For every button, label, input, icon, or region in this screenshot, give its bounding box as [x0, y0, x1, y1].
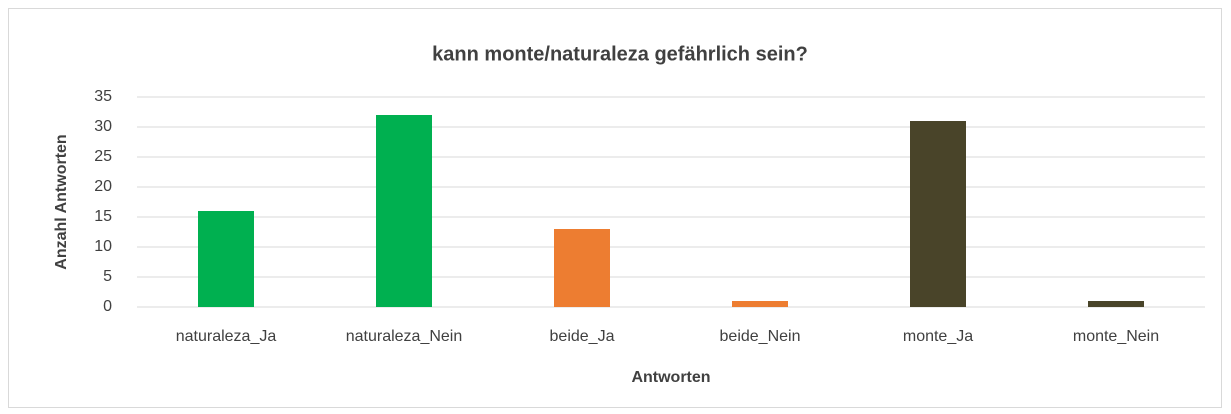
bar [198, 211, 254, 307]
y-axis-label: Anzahl Antworten [53, 134, 70, 269]
y-tick-label: 15 [94, 208, 112, 225]
y-tick-label: 35 [94, 88, 112, 105]
x-axis-label: Antworten [631, 369, 710, 386]
y-tick-label: 0 [103, 298, 112, 315]
x-tick-label: beide_Ja [550, 328, 615, 345]
bar [732, 301, 788, 307]
chart-border [8, 8, 1222, 408]
y-tick-label: 30 [94, 118, 112, 135]
x-tick-label: beide_Nein [720, 328, 801, 345]
bar [910, 121, 966, 307]
x-tick-label: monte_Ja [903, 328, 973, 345]
y-tick-label: 20 [94, 178, 112, 195]
y-tick-label: 25 [94, 148, 112, 165]
chart-title: kann monte/naturaleza gefährlich sein? [432, 43, 808, 65]
y-tick-label: 10 [94, 238, 112, 255]
x-tick-label: monte_Nein [1073, 328, 1159, 345]
bar [554, 229, 610, 307]
bar [376, 115, 432, 307]
x-tick-label: naturaleza_Ja [176, 328, 277, 345]
y-tick-label: 5 [103, 268, 112, 285]
bar [1088, 301, 1144, 307]
x-tick-label: naturaleza_Nein [346, 328, 463, 345]
